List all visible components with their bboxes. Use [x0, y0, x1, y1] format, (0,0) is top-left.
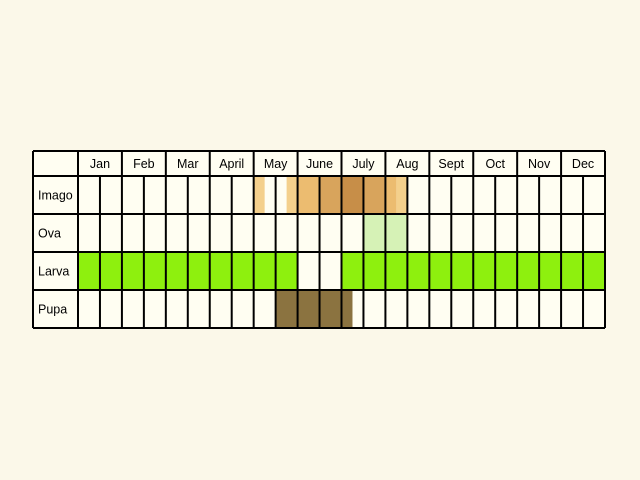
period-fill: [341, 176, 364, 214]
month-label: Jan: [90, 157, 110, 171]
stage-label: Pupa: [38, 303, 67, 317]
month-label: Sept: [438, 157, 464, 171]
stage-row-imago: Imago: [38, 176, 408, 214]
month-label: Oct: [485, 157, 505, 171]
period-fill: [297, 176, 320, 214]
period-fill: [363, 176, 386, 214]
period-fill: [396, 176, 408, 214]
period-fill: [275, 290, 353, 328]
period-fill: [286, 176, 298, 214]
grid-lines: [32, 150, 606, 329]
period-fill: [385, 176, 397, 214]
stage-label: Larva: [38, 265, 69, 279]
period-fill: [319, 176, 342, 214]
stage-row-pupa: Pupa: [38, 290, 353, 328]
stage-label: Imago: [38, 189, 73, 203]
month-label: Mar: [177, 157, 199, 171]
month-label: June: [306, 157, 333, 171]
month-label: May: [264, 157, 288, 171]
month-label: Nov: [528, 157, 551, 171]
month-label: July: [352, 157, 375, 171]
month-label: April: [219, 157, 244, 171]
month-label: Aug: [396, 157, 418, 171]
stage-label: Ova: [38, 227, 61, 241]
month-label: Dec: [572, 157, 594, 171]
period-fill: [253, 176, 265, 214]
month-label: Feb: [133, 157, 155, 171]
